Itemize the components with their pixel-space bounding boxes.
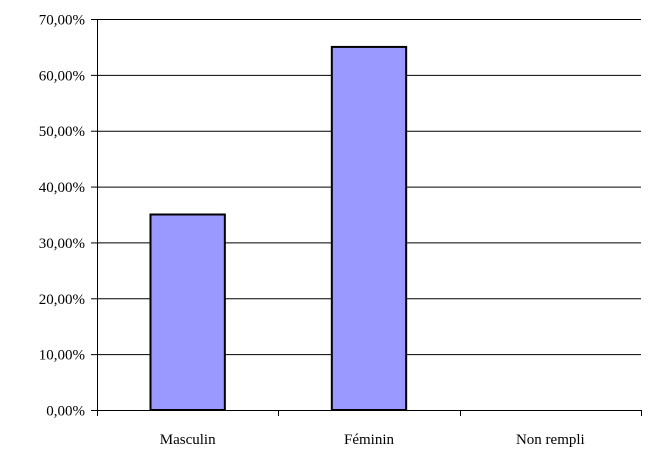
axes (97, 19, 641, 411)
y-ticks: 0,00% 10,00% 20,00% 30,00% 40,00% 50,00% 60,00… (39, 13, 97, 420)
y-tick-label: 60,00% (39, 68, 85, 84)
y-tick-label: 10,00% (39, 348, 85, 364)
x-ticks: Masculin Féminin Non rempli (97, 410, 642, 448)
bar-masculin (149, 213, 226, 411)
x-category-label: Féminin (344, 432, 395, 448)
bar-f-minin (330, 45, 408, 412)
x-category-label: Masculin (160, 432, 216, 448)
bars (149, 45, 408, 412)
y-tick-label: 30,00% (39, 236, 85, 252)
y-tick-label: 20,00% (39, 292, 85, 308)
x-category-label: Non rempli (516, 432, 585, 448)
y-tick-label: 50,00% (39, 124, 85, 140)
y-tick-label: 70,00% (39, 13, 85, 29)
y-tick-label: 40,00% (39, 180, 85, 196)
y-tick-label: 0,00% (46, 404, 85, 420)
